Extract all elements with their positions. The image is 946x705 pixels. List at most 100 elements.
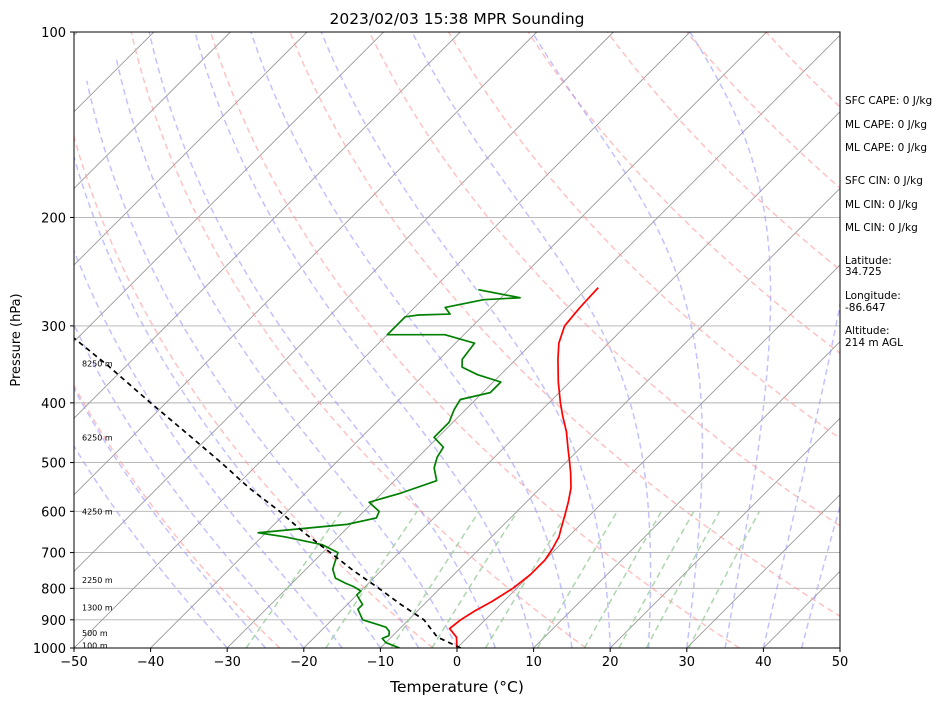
y-tick-label: 600 <box>41 505 66 520</box>
x-tick-label: −10 <box>367 655 394 670</box>
moist-adiabat-line <box>115 57 458 648</box>
plot-area <box>0 32 840 648</box>
height-label: 4250 m <box>82 507 113 516</box>
latitude-value: 34.725 <box>845 266 882 278</box>
dry-adiabat-line <box>368 32 840 527</box>
parcel-profile-line <box>74 336 462 648</box>
moist-adiabat-line <box>194 32 535 648</box>
mixing-ratio-line <box>645 510 721 648</box>
mixing-ratio-line <box>390 510 480 648</box>
y-tick-label: 200 <box>41 211 66 226</box>
sfc-cin-text: SFC CIN: 0 J/kg <box>845 175 923 187</box>
y-tick-label: 100 <box>41 26 66 41</box>
mixing-ratio-lines <box>245 510 761 648</box>
x-tick-label: 0 <box>453 655 461 670</box>
longitude-label: Longitude: <box>845 290 901 302</box>
moist-adiabat-line <box>74 322 305 648</box>
isotherms <box>0 32 840 648</box>
mixing-ratio-line <box>431 510 519 648</box>
dry-adiabat-line <box>448 32 840 440</box>
altitude-value: 214 m AGL <box>845 337 903 349</box>
height-label: 100 m <box>82 641 108 650</box>
moist-adiabat-line <box>86 80 420 648</box>
dry-adiabat-line <box>289 32 840 618</box>
x-tick-label: −30 <box>213 655 240 670</box>
sounding-series <box>74 287 599 648</box>
isotherm-line <box>0 32 1 648</box>
isotherm-line <box>303 111 840 648</box>
x-tick-label: 50 <box>832 655 849 670</box>
y-axis-ticks: 1000 900 800 700 600 500 400 300 200 100 <box>33 26 74 657</box>
plot-frame <box>73 31 841 649</box>
isotherm-line <box>609 417 840 648</box>
y-tick-label: 300 <box>41 320 66 335</box>
isotherm-line <box>456 264 840 648</box>
x-axis-label: Temperature (°C) <box>389 678 524 696</box>
thermo-indices: SFC CAPE: 0 J/kg ML CAPE: 0 J/kg ML CAPE… <box>845 95 932 349</box>
x-tick-label: 10 <box>525 655 542 670</box>
height-label: 8250 m <box>82 359 113 368</box>
x-tick-label: 30 <box>679 655 696 670</box>
isotherm-line <box>686 494 840 648</box>
dry-adiabat-line <box>527 32 840 355</box>
x-tick-label: 40 <box>755 655 772 670</box>
chart-title: 2023/02/03 15:38 MPR Sounding <box>329 10 584 28</box>
dry-adiabat-line <box>74 383 281 648</box>
ml-cin-text: ML CIN: 0 J/kg <box>845 199 918 211</box>
pressure-gridlines <box>74 32 840 648</box>
isotherm-line <box>533 340 840 648</box>
isotherm-line <box>74 32 308 266</box>
y-tick-label: 700 <box>41 547 66 562</box>
moist-adiabat-line <box>74 444 228 648</box>
x-tick-label: −40 <box>137 655 164 670</box>
y-tick-label: 800 <box>41 582 66 597</box>
moist-adiabat-line <box>250 32 573 648</box>
moist-adiabat-line <box>74 248 343 648</box>
mixing-ratio-line <box>325 510 418 648</box>
mixing-ratio-line <box>484 510 569 648</box>
mixing-ratio-line <box>583 510 663 648</box>
temperature-profile-line <box>448 287 599 648</box>
moist-adiabat-line <box>800 503 840 648</box>
moist-adiabat-line <box>148 32 497 648</box>
y-tick-label: 900 <box>41 614 66 629</box>
mixing-ratio-line <box>536 510 618 648</box>
moist-adiabat-line <box>689 32 772 648</box>
x-tick-label: 20 <box>602 655 619 670</box>
isotherm-line <box>74 32 614 573</box>
moist-adiabat-line <box>531 32 704 648</box>
altitude-label: Altitude: <box>845 325 890 337</box>
ml-cape-text-2: ML CAPE: 0 J/kg <box>845 142 927 154</box>
ml-cin-text-2: ML CIN: 0 J/kg <box>845 222 918 234</box>
mixing-ratio-line <box>245 510 343 648</box>
height-label: 500 m <box>82 629 108 638</box>
dewpoint-profile-line <box>257 288 521 648</box>
y-tick-label: 1000 <box>33 642 66 657</box>
mixing-ratio-line <box>688 510 761 648</box>
sfc-cape-text: SFC CAPE: 0 J/kg <box>845 95 932 107</box>
isotherm-line <box>380 187 840 648</box>
isotherm-line <box>150 32 767 648</box>
dry-adiabat-line <box>686 32 840 189</box>
x-axis-ticks: −50 −40 −30 −20 −10 0 10 20 30 40 50 <box>60 648 848 670</box>
ml-cape-text: ML CAPE: 0 J/kg <box>845 119 927 131</box>
moist-adiabat-line <box>74 154 382 648</box>
y-axis-label: Pressure (hPa) <box>9 293 24 386</box>
x-tick-label: −20 <box>290 655 317 670</box>
y-tick-label: 500 <box>41 457 66 472</box>
moist-adiabat-line <box>411 32 652 648</box>
isotherm-line <box>74 32 231 190</box>
height-label: 2250 m <box>82 576 113 585</box>
dry-adiabat-line <box>130 32 587 648</box>
isotherm-line <box>74 32 461 419</box>
x-tick-label: −50 <box>60 655 87 670</box>
latitude-label: Latitude: <box>845 255 892 267</box>
longitude-value: -86.647 <box>845 302 886 314</box>
mixing-ratio-line <box>618 510 695 648</box>
moist-adiabat-line <box>762 300 840 648</box>
moist-adiabat-line <box>74 386 267 648</box>
isotherm-line <box>74 32 538 496</box>
y-tick-label: 400 <box>41 397 66 412</box>
height-label: 1300 m <box>82 604 113 613</box>
